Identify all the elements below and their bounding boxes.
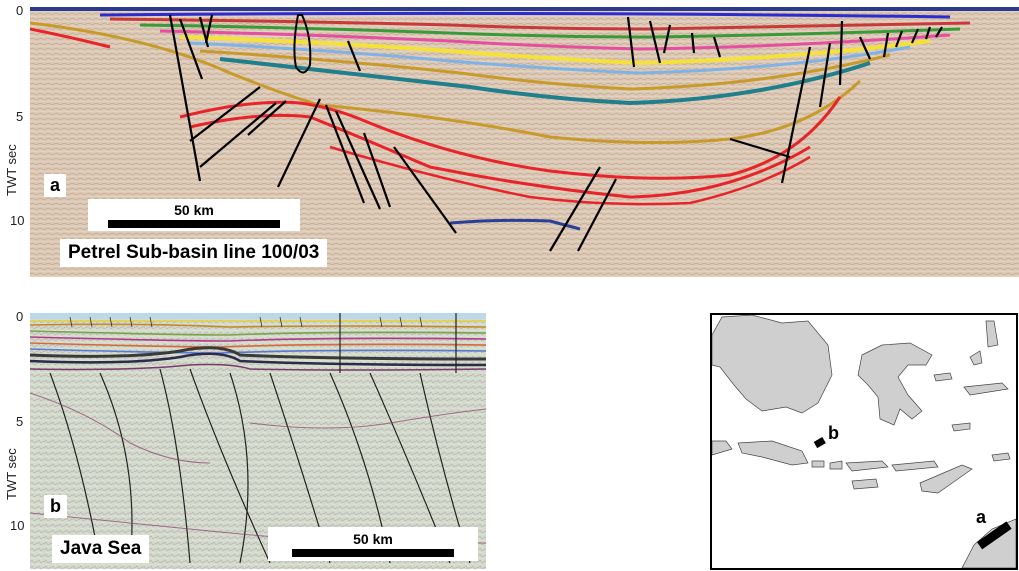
sumatra-landmass [712,440,733,456]
location-map-image [712,315,1016,568]
panel-b-scale-bar: 50 km [268,527,478,561]
map-label-b: b [828,423,839,443]
seismic-section-a: a 50 km Petrel Sub-basin line 100/03 [30,7,1019,277]
panel-a-y-axis-label: TWT sec [4,144,19,196]
java-landmass [737,440,809,466]
sulawesi-landmass [857,342,933,426]
panel-a-ytick-5: 5 [16,109,24,124]
location-map: b a [710,313,1018,570]
panel-b-ytick-5: 5 [16,414,24,429]
seismic-section-b: b Java Sea 50 km [30,313,486,569]
panel-a-scale-label: 50 km [174,202,214,218]
map-label-a: a [976,507,987,527]
borneo-landmass [712,315,833,414]
panel-b-scale-bar-line [292,549,454,557]
panel-b-ytick-0: 0 [16,309,24,324]
location-marker-b [813,437,826,449]
seismic-section-a-image [30,7,1019,277]
location-marker-a [976,521,1012,550]
seismic-section-b-image [30,313,486,569]
panel-a-ytick-0: 0 [16,3,24,18]
panel-b-section-name: Java Sea [52,535,150,563]
panel-a-tag: a [44,174,67,197]
panel-a-ytick-10: 10 [10,213,25,228]
panel-b-scale-label: 50 km [353,531,393,547]
panel-a-section-name: Petrel Sub-basin line 100/03 [60,239,328,267]
panel-b-tag: b [44,495,67,518]
panel-b-ytick-10: 10 [10,518,25,533]
panel-a-scale-bar-line [108,220,280,228]
panel-a-scale-bar: 50 km [88,199,300,231]
panel-b-y-axis-label: TWT sec [4,448,19,500]
